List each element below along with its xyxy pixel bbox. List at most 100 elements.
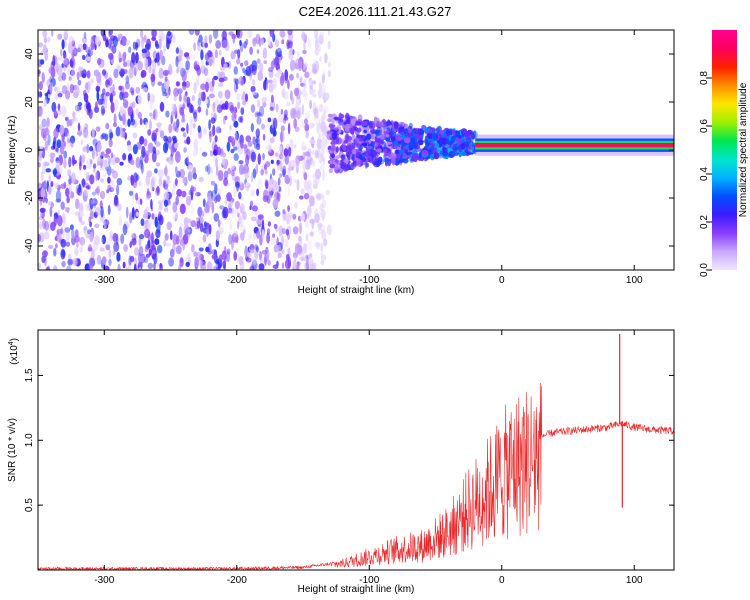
spectrogram-cell	[170, 145, 174, 157]
spectrogram-cell	[59, 124, 65, 136]
spectrogram-cell	[82, 54, 86, 61]
spectrogram-cell	[94, 101, 98, 113]
spectrogram-cell	[123, 61, 128, 67]
spectrogram-cell	[236, 101, 241, 110]
spectrogram-cell	[230, 50, 236, 60]
spectrogram-cell	[215, 157, 218, 168]
spectrogram-cell	[43, 99, 47, 108]
spectrogram-cell	[194, 256, 200, 268]
spectrogram-cell	[175, 56, 179, 68]
spectrogram-cell	[243, 164, 249, 175]
spectrogram-cell	[456, 138, 462, 146]
snr-frame	[37, 329, 675, 571]
spectrogram-cell	[127, 144, 133, 152]
spectrogram-cell	[70, 58, 74, 66]
spectrogram-cell	[99, 190, 106, 200]
spectrogram-cell	[376, 121, 382, 128]
spectrogram-cell	[179, 257, 184, 268]
spectrogram-cell	[58, 226, 64, 232]
spectrogram-cell	[408, 122, 413, 129]
spectrogram-cell	[296, 50, 301, 58]
spectrogram-cell	[122, 99, 129, 109]
spectrogram-cell	[254, 111, 261, 118]
spectrogram-cell	[234, 131, 238, 142]
spectrogram-cell	[41, 72, 45, 84]
spectrogram-cell	[293, 254, 297, 263]
spectrogram-cell	[273, 223, 278, 230]
spectrogram-cell	[73, 47, 78, 57]
spectrogram-cell	[219, 205, 225, 210]
spectrogram-cell	[39, 222, 43, 230]
spectrogram-cell	[306, 154, 312, 163]
spectrogram-cell	[97, 98, 104, 106]
spectrogram-cell	[329, 126, 333, 130]
spectrogram-cell	[210, 112, 214, 119]
spectrogram-cell	[342, 144, 347, 151]
spectrogram-cell	[299, 195, 304, 200]
spectrogram-cell	[43, 37, 48, 44]
spectrogram-cell	[289, 212, 294, 219]
spectrogram-cell	[101, 132, 107, 140]
spectrogram-cell	[171, 124, 177, 132]
spectrogram-cell	[201, 91, 206, 102]
spectrogram-cell	[213, 75, 219, 81]
spectrogram-cell	[279, 173, 283, 178]
spectrogram-cell	[57, 209, 61, 216]
spectrogram-cell	[74, 246, 79, 257]
spectrogram-cell	[185, 261, 190, 267]
spectrogram-cell	[269, 106, 274, 111]
spectrogram-cell	[317, 133, 323, 138]
spectrogram-cell	[323, 105, 329, 114]
spectrogram-cell	[157, 200, 163, 205]
spectrogram-cell	[304, 220, 309, 228]
spectrogram-cell	[213, 213, 220, 222]
spectrogram-cell	[134, 247, 140, 256]
spectrogram-cell	[125, 265, 132, 270]
spectrogram-cell	[39, 212, 43, 219]
snr-y-multiplier-base: (x10	[9, 345, 20, 365]
spectrogram-cell	[135, 174, 140, 181]
spectrogram-cell	[270, 189, 273, 199]
spectrogram-cell	[72, 47, 77, 55]
spectrogram-cell	[265, 248, 270, 260]
spectrogram-cell	[138, 237, 142, 247]
spectrogram-cell	[63, 30, 69, 39]
spectrogram-cell	[314, 30, 318, 40]
spectrogram-x-label: Height of straight line (km)	[298, 285, 415, 296]
spectrogram-cell	[387, 126, 392, 132]
colorbar-label: Normalized spectral amplitude	[738, 82, 749, 217]
spectrogram-cell	[330, 145, 337, 152]
spectrogram-cell	[95, 185, 100, 196]
spectrogram-cell	[290, 108, 296, 119]
spectrogram-cell	[240, 107, 245, 115]
spectrogram-cell	[82, 154, 86, 163]
spectrogram-cell	[52, 265, 58, 270]
spectrogram-cell	[403, 127, 409, 135]
spectrogram-cell	[252, 37, 257, 47]
spectrogram-cell	[276, 47, 282, 58]
spectrogram-cell	[67, 42, 73, 54]
spectrogram-cell	[267, 259, 271, 266]
spectrogram-cell	[279, 30, 286, 38]
spectrogram-cell	[66, 82, 70, 91]
colorbar: 0.0 0.2 0.4 0.6 0.8 Normalized spectral ampl…	[699, 30, 749, 277]
spectrogram-cell	[261, 123, 265, 130]
spectrogram-cell	[275, 49, 278, 57]
spectrogram-cell	[172, 201, 178, 213]
spectrogram-cell	[234, 181, 241, 188]
spectrogram-cell	[303, 92, 309, 100]
spectrogram-cell	[267, 67, 274, 73]
spectrogram-cell	[142, 36, 146, 42]
spectrogram-cell	[176, 189, 183, 197]
spectrogram-cell	[147, 262, 154, 270]
spectrogram-cell	[171, 103, 176, 113]
spectrogram-cell	[54, 86, 58, 92]
spectrogram-cell	[205, 246, 210, 253]
spectrogram-cell	[295, 263, 299, 270]
spectrogram-cell	[152, 95, 156, 103]
spectrogram-cell	[455, 130, 460, 136]
spectrogram-cell	[197, 98, 202, 107]
spectrogram-cell	[287, 256, 291, 269]
spectrogram-cell	[164, 76, 168, 82]
spectrogram-cell	[268, 144, 272, 153]
